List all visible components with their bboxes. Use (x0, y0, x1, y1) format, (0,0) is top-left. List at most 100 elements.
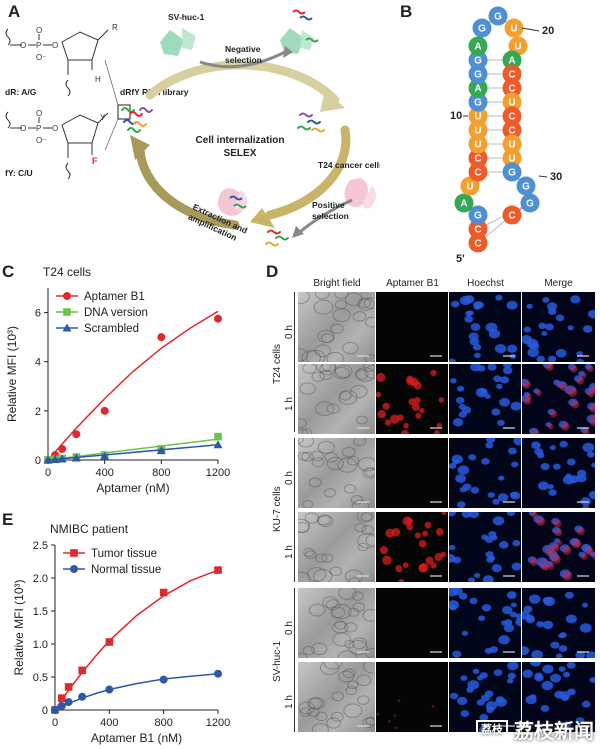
dr-structure-icon: O P O O⁻ O (5, 26, 109, 97)
nucleotide-12: A (468, 78, 488, 98)
data-point (51, 706, 59, 714)
nucleotide-2: C (468, 219, 488, 239)
fit-line-1 (54, 672, 219, 711)
negative-label: Negative (225, 44, 261, 54)
legend-label: Normal tissue (91, 564, 161, 576)
nucleotide-27: U (502, 148, 522, 168)
data-point (157, 333, 166, 342)
micrograph-4-4 (522, 512, 595, 582)
f-group-label: F (92, 156, 98, 166)
svg-text:C: C (508, 211, 515, 222)
nucleotide-10: U (468, 106, 488, 126)
r-group-label: R (112, 23, 118, 32)
y-tick-label: 2 (35, 406, 41, 418)
micrograph-1-1 (298, 292, 375, 362)
data-point (57, 702, 66, 711)
svg-text:A: A (474, 84, 481, 95)
svg-text:U: U (474, 140, 481, 151)
micrograph-1-2 (298, 364, 375, 434)
svg-text:G: G (474, 98, 482, 109)
cell-line-bracket (294, 292, 295, 432)
svg-text:O: O (52, 124, 58, 133)
positive-arrow (299, 198, 353, 234)
center-title-2: SELEX (224, 148, 257, 159)
micrograph-4-5 (522, 588, 595, 658)
svg-text:U: U (466, 182, 473, 193)
svg-text:O: O (20, 124, 26, 133)
svg-text:C: C (508, 126, 515, 137)
panel-label-c: C (2, 262, 15, 281)
nucleotide-16: G (472, 18, 492, 38)
col-header-merge: Merge (544, 278, 573, 289)
label-5prime: 5' (456, 253, 465, 265)
data-point (213, 440, 223, 449)
col-header-bright-field: Bright field (313, 278, 361, 289)
nucleotide-29: G (516, 176, 536, 196)
micrograph-4-6 (522, 662, 595, 732)
y-tick-label: 0 (35, 455, 41, 467)
y-tick-label: 0.5 (33, 672, 48, 684)
nucleotide-9: U (468, 120, 488, 140)
y-tick-label: 1.0 (33, 639, 48, 651)
negative-arrow (199, 50, 286, 69)
data-point (105, 638, 114, 646)
nucleotide-14: G (468, 50, 488, 70)
data-point (78, 692, 87, 701)
data-point (64, 683, 73, 691)
y-tick-label: 1.5 (33, 606, 48, 618)
chart-title: NMIBC patient (50, 522, 129, 536)
col-header-hoechst: Hoechst (467, 278, 504, 289)
t24-label: T24 cancer cells (318, 160, 380, 170)
panel-label-d: D (266, 262, 279, 281)
data-point (57, 454, 67, 463)
svg-text:U: U (508, 154, 515, 165)
nucleotide-18: U (504, 18, 524, 38)
cell-line-bracket (294, 588, 295, 732)
micrograph-1-4 (298, 512, 375, 582)
nucleotide-15: A (468, 36, 488, 56)
nucleotide-22: C (502, 78, 522, 98)
nucleotide-21: C (502, 64, 522, 84)
micrograph-3-4 (449, 512, 521, 582)
t24-cells-icon (344, 178, 376, 209)
legend-label: Scrambled (84, 323, 139, 335)
micrograph-2-1 (376, 292, 448, 362)
svg-text:G: G (522, 182, 530, 193)
data-point (43, 455, 53, 464)
x-tick-label: 800 (152, 467, 170, 479)
micrograph-1-5 (298, 588, 375, 658)
x-tick-label: 1200 (206, 467, 230, 479)
nucleotide-6: C (468, 162, 488, 182)
y-axis-label: Relative MFI (10³) (5, 326, 19, 422)
y-axis-label: Relative MFI (10³) (12, 579, 26, 675)
svg-text:O: O (36, 26, 42, 35)
svg-text:G: G (526, 199, 534, 210)
nucleotide-30: G (520, 193, 540, 213)
micrograph-3-2 (449, 364, 521, 434)
panel-e-chart: NMIBC patient 0 400 800 1200 0 0.5 1.0 1.5 2.0 2.5… (12, 522, 230, 745)
x-tick-label: 800 (154, 717, 172, 729)
dr-label: dR: A/G (5, 87, 37, 97)
micrograph-1-6 (298, 662, 375, 732)
nucleotide-13: G (468, 64, 488, 84)
data-point (159, 588, 168, 597)
y-group-label: Y (100, 113, 106, 122)
svg-text:G: G (478, 24, 486, 35)
legend-marker (70, 565, 78, 573)
svg-text:G: G (474, 56, 482, 67)
svg-text:O: O (36, 109, 42, 118)
nucleotide-17: G (488, 6, 508, 26)
x-tick-label: 400 (100, 717, 118, 729)
data-point (78, 666, 86, 675)
legend-marker (62, 323, 72, 332)
svg-text:C: C (474, 154, 481, 165)
library-zoom-box (117, 104, 131, 120)
data-point (156, 446, 166, 455)
unbound-rna-icon (297, 112, 325, 133)
legend-label: Aptamer B1 (84, 291, 145, 303)
rna-library-icon (121, 107, 153, 133)
svg-text:A: A (460, 199, 467, 210)
legend-marker (63, 308, 71, 316)
fit-line-0 (47, 310, 219, 461)
legend-marker (70, 549, 78, 557)
